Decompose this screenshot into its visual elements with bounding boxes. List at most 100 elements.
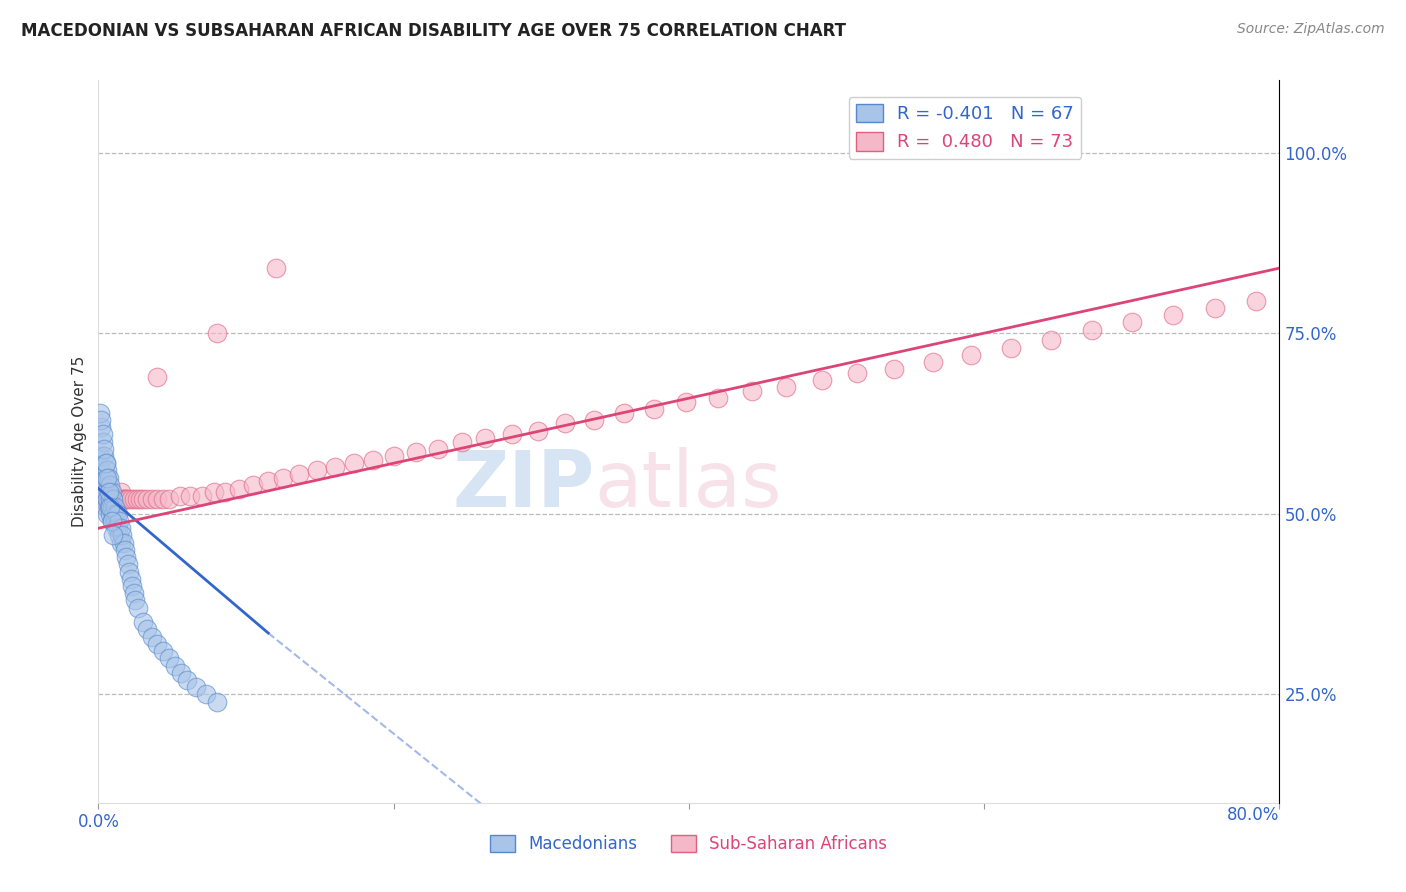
Point — [707, 391, 730, 405]
Point — [527, 424, 550, 438]
Point — [105, 507, 128, 521]
Point — [97, 470, 120, 484]
Point — [810, 373, 832, 387]
Point — [110, 535, 132, 549]
Legend: Macedonians, Sub-Saharan Africans: Macedonians, Sub-Saharan Africans — [484, 828, 894, 860]
Point — [141, 492, 163, 507]
Point — [214, 485, 236, 500]
Point — [98, 507, 121, 521]
Point — [125, 492, 148, 507]
Point — [361, 452, 384, 467]
Point — [257, 475, 280, 489]
Point — [741, 384, 763, 398]
Point — [91, 478, 114, 492]
Point — [146, 637, 169, 651]
Point — [271, 470, 294, 484]
Point — [643, 402, 665, 417]
Point — [94, 500, 117, 514]
Point — [90, 413, 112, 427]
Point — [112, 492, 135, 507]
Point — [96, 470, 118, 484]
Point — [675, 394, 697, 409]
Point — [91, 427, 114, 442]
Point — [146, 492, 169, 507]
Point — [179, 489, 201, 503]
Point — [98, 478, 121, 492]
Point — [1244, 293, 1267, 308]
Point — [96, 485, 118, 500]
Point — [107, 507, 129, 521]
Point — [94, 470, 117, 484]
Point — [115, 550, 138, 565]
Point — [107, 492, 129, 507]
Point — [450, 434, 472, 449]
Point — [100, 485, 122, 500]
Text: ZIP: ZIP — [453, 447, 595, 523]
Point — [96, 492, 118, 507]
Point — [132, 492, 155, 507]
Point — [108, 514, 131, 528]
Point — [176, 673, 198, 687]
Point — [205, 326, 228, 340]
Text: atlas: atlas — [595, 447, 782, 523]
Point — [98, 492, 121, 507]
Point — [96, 507, 118, 521]
Point — [100, 500, 122, 514]
Point — [120, 572, 142, 586]
Point — [121, 579, 143, 593]
Point — [1161, 308, 1184, 322]
Point — [114, 492, 136, 507]
Point — [228, 482, 250, 496]
Point — [94, 456, 117, 470]
Point — [94, 492, 117, 507]
Point — [105, 521, 128, 535]
Point — [97, 492, 120, 507]
Point — [474, 431, 496, 445]
Point — [98, 500, 121, 514]
Point — [93, 449, 115, 463]
Point — [202, 485, 225, 500]
Point — [90, 492, 112, 507]
Point — [152, 644, 174, 658]
Point — [288, 467, 311, 481]
Point — [242, 478, 264, 492]
Point — [343, 456, 366, 470]
Point — [108, 528, 131, 542]
Point — [93, 492, 115, 507]
Point — [93, 485, 115, 500]
Point — [1039, 334, 1062, 348]
Point — [427, 442, 450, 456]
Point — [136, 623, 159, 637]
Point — [94, 485, 117, 500]
Point — [91, 434, 114, 449]
Point — [105, 492, 128, 507]
Point — [264, 261, 287, 276]
Point — [136, 492, 159, 507]
Point — [97, 500, 120, 514]
Point — [1204, 301, 1226, 315]
Point — [111, 528, 134, 542]
Point — [165, 658, 187, 673]
Point — [1081, 322, 1104, 336]
Point — [157, 651, 180, 665]
Point — [323, 459, 346, 474]
Point — [100, 492, 122, 507]
Point — [107, 521, 129, 535]
Point — [94, 456, 117, 470]
Point — [184, 680, 207, 694]
Point — [120, 492, 142, 507]
Point — [118, 565, 141, 579]
Point — [152, 492, 174, 507]
Point — [117, 558, 139, 572]
Point — [170, 665, 193, 680]
Point — [205, 695, 228, 709]
Point — [91, 492, 114, 507]
Point — [405, 445, 427, 459]
Point — [111, 492, 134, 507]
Text: MACEDONIAN VS SUBSAHARAN AFRICAN DISABILITY AGE OVER 75 CORRELATION CHART: MACEDONIAN VS SUBSAHARAN AFRICAN DISABIL… — [21, 22, 846, 40]
Point — [169, 489, 191, 503]
Point — [104, 514, 127, 528]
Point — [1000, 341, 1022, 355]
Point — [103, 492, 125, 507]
Point — [775, 380, 797, 394]
